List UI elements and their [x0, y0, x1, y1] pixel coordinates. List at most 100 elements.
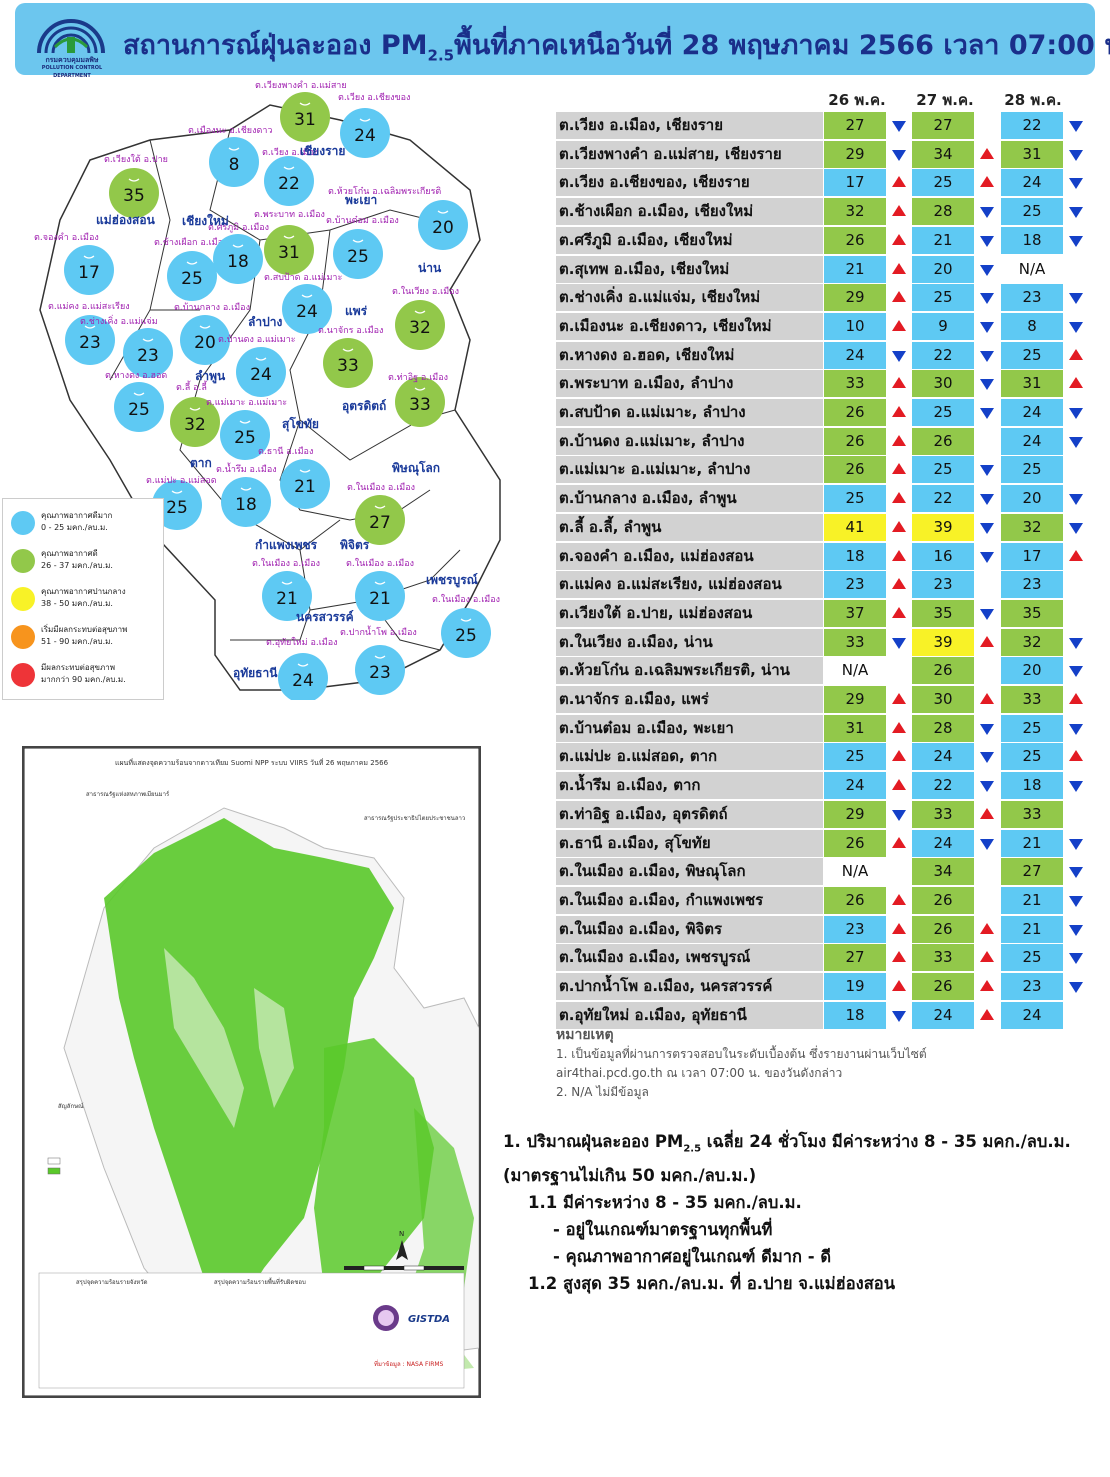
smiley-face-icon	[239, 420, 251, 424]
table-row: ต.เวียง อ.เชียงของ, เชียงราย 17 25 24	[556, 169, 1086, 197]
station-label: ต.เวียงใต้ อ.ปาย	[104, 154, 168, 165]
station-label: ต.เมืองนะ อ.เชียงดาว	[188, 125, 272, 136]
table-row: ต.สบป้าด อ.แม่เมาะ, ลำปาง 26 25 24	[556, 399, 1086, 426]
station-marker	[109, 168, 159, 218]
station-marker	[221, 477, 271, 527]
pm25-value: 22	[912, 772, 974, 800]
trend-down-icon	[892, 637, 906, 649]
summary-right: สรุปจุดความร้อนรายพื้นที่รับผิดชอบ	[214, 1276, 306, 1286]
smiley-face-icon	[283, 166, 295, 170]
station-label: ต.แม่คง อ.แม่สะเรียง	[48, 301, 130, 312]
province-label: อุทัยธานี	[233, 666, 278, 681]
province-label: ลำปาง	[248, 315, 282, 329]
pm25-value: 25	[912, 456, 974, 484]
table-row: ต.เวียงใต้ อ.ปาย, แม่ฮ่องสอน 37 35 35	[556, 599, 1086, 627]
station-value: 18	[227, 252, 249, 272]
station-label: ต.บ้านต๋อม อ.เมือง	[326, 215, 399, 226]
smiley-face-icon	[414, 310, 426, 314]
pm25-value: 32	[1001, 513, 1063, 541]
station-marker	[209, 137, 259, 187]
pm25-value: 23	[824, 571, 886, 599]
station-name: ต.ช่างเคิ่ง อ.แม่แจ่ม, เชียงใหม่	[556, 284, 823, 312]
station-marker	[236, 347, 286, 397]
trend-down-icon	[892, 350, 906, 362]
smiley-face-icon	[128, 178, 140, 182]
legend-label: คุณภาพอากาศดีมาก	[41, 511, 113, 520]
trend-down-icon	[892, 121, 906, 132]
pm25-value: 21	[1001, 829, 1063, 857]
pm25-value: 20	[1001, 657, 1063, 685]
trend-down-icon	[1069, 178, 1083, 190]
pm25-value: 33	[912, 800, 974, 828]
trend-down-icon	[1069, 235, 1083, 247]
station-value: 24	[250, 365, 272, 385]
province-label: พิษณุโลก	[392, 460, 440, 476]
station-value: 33	[337, 356, 359, 376]
province-label: สุโขทัย	[282, 416, 319, 432]
smiley-face-icon	[301, 294, 313, 298]
header-banner: กรมควบคุมมลพิษ POLLUTION CONTROL DEPARTM…	[15, 3, 1110, 79]
station-label: ต.จองคำ อ.เมือง	[34, 232, 99, 243]
station-marker	[213, 234, 263, 284]
pm25-value: 23	[824, 915, 886, 943]
pm25-value: 41	[824, 513, 886, 541]
smiley-face-icon	[171, 490, 183, 494]
station-label: ต.ห้วยโก๋น อ.เฉลิมพระเกียรติ	[328, 186, 441, 197]
pm25-value: 33	[1001, 686, 1063, 713]
legend-dot-icon	[11, 587, 35, 611]
pm25-value: 26	[912, 973, 974, 1000]
station-marker	[264, 225, 314, 275]
pm25-value: 32	[1001, 628, 1063, 656]
station-name: ต.เวียง อ.เชียงของ, เชียงราย	[556, 169, 823, 197]
trend-down-icon	[980, 264, 994, 276]
smiley-face-icon	[228, 147, 240, 151]
pm25-value: 17	[824, 169, 886, 197]
station-value: 31	[278, 243, 300, 263]
legend-range: 38 - 50 มคก./ลบ.ม.	[41, 599, 113, 608]
province-label: ตาก	[190, 456, 212, 470]
pm25-value: 23	[1001, 571, 1063, 599]
pm25-value: 27	[824, 112, 886, 139]
station-marker	[65, 315, 115, 365]
station-value: 24	[296, 302, 318, 322]
station-name: ต.เมืองนะ อ.เชียงดาว, เชียงใหม่	[556, 312, 823, 340]
smiley-face-icon	[133, 392, 145, 396]
trend-up-icon	[892, 205, 906, 217]
pm25-value: 10	[824, 312, 886, 340]
legend-label: เริ่มมีผลกระทบต่อสุขภาพ	[41, 625, 128, 634]
trend-up-icon	[1069, 693, 1083, 704]
station-name: ต.แม่เมาะ อ.แม่เมาะ, ลำปาง	[556, 456, 823, 484]
trend-down-icon	[980, 838, 994, 850]
station-value: 22	[278, 174, 300, 194]
pm25-value: 22	[912, 485, 974, 513]
station-value: 32	[184, 415, 206, 435]
pm25-value: 25	[1001, 714, 1063, 742]
trend-up-icon	[892, 463, 906, 475]
station-label: ต.หางดง อ.ฮอด	[105, 371, 167, 381]
pm25-value: 24	[912, 1001, 974, 1029]
smiley-face-icon	[374, 505, 386, 509]
pm25-value: 31	[1001, 370, 1063, 398]
station-label: ต.อุทัยใหม่ อ.เมือง	[266, 637, 338, 648]
station-value: 35	[123, 186, 145, 206]
station-value: 32	[409, 318, 431, 338]
station-value: 8	[229, 155, 240, 175]
trend-up-icon	[892, 291, 906, 303]
smiley-face-icon	[281, 581, 293, 585]
pm25-value: 28	[912, 714, 974, 742]
forest-cover-area	[104, 818, 394, 1308]
smiley-face-icon	[142, 338, 154, 342]
trend-down-icon	[980, 494, 994, 506]
station-marker	[340, 108, 390, 158]
pm25-value: 30	[912, 370, 974, 398]
label-laos: สาธารณรัฐประชาธิปไตยประชาชนลาว	[364, 814, 465, 822]
station-label: ต.สบป้าด อ.แม่เมาะ	[264, 272, 342, 283]
station-value: 23	[369, 663, 391, 683]
legend-dot-icon	[11, 549, 35, 573]
station-marker	[355, 645, 405, 695]
pm25-value: 21	[1001, 886, 1063, 914]
pm25-value: 29	[824, 140, 886, 168]
station-marker	[170, 397, 220, 447]
station-marker	[333, 229, 383, 279]
station-value: 21	[294, 477, 316, 497]
